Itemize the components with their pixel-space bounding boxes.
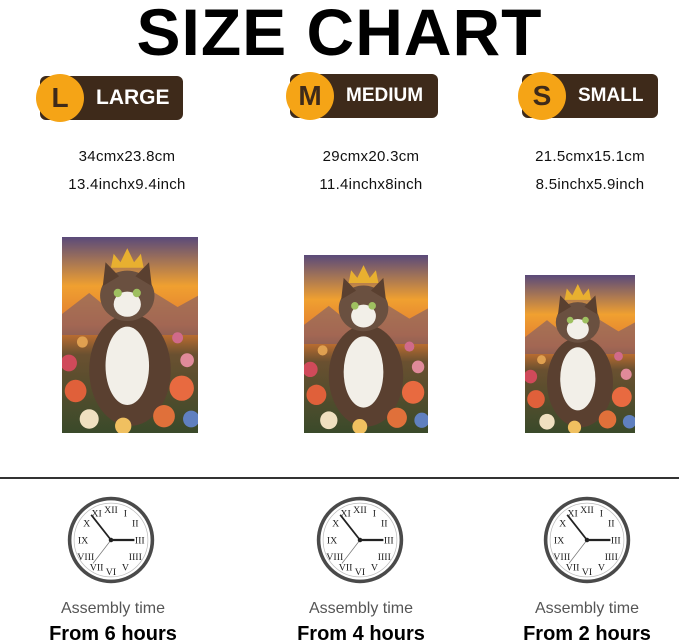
cat-painting-small	[525, 275, 635, 433]
size-name: SMALL	[578, 85, 644, 106]
size-name: MEDIUM	[346, 85, 424, 106]
assembly-time: From 6 hours	[49, 623, 177, 644]
size-letter: M	[286, 72, 334, 120]
page-title: SIZE CHART	[136, 0, 543, 69]
clock-icon	[315, 495, 405, 585]
size-badge-small: S SMALL	[518, 72, 658, 120]
clock-icon	[542, 495, 632, 585]
divider	[0, 477, 679, 479]
dimension-inch: 13.4inchx9.4inch	[68, 176, 186, 193]
assembly-label: Assembly time	[534, 600, 640, 617]
assembly-label: Assembly time	[308, 600, 414, 617]
dimension-cm: 21.5cmx15.1cm	[535, 148, 645, 165]
dimension-cm: 29cmx20.3cm	[322, 148, 420, 165]
dimension-inch: 8.5inchx5.9inch	[535, 176, 645, 193]
dimension-cm: 34cmx23.8cm	[78, 148, 176, 165]
cat-painting-medium	[304, 255, 428, 433]
size-name: LARGE	[96, 86, 170, 109]
size-badge-medium: M MEDIUM	[286, 72, 438, 120]
cat-painting-large	[62, 237, 198, 433]
clock-icon	[66, 495, 156, 585]
assembly-time: From 2 hours	[523, 623, 651, 644]
size-badge-large: L LARGE	[36, 74, 183, 122]
assembly-label: Assembly time	[60, 600, 166, 617]
assembly-time: From 4 hours	[297, 623, 425, 644]
size-letter: L	[36, 74, 84, 122]
dimension-inch: 11.4inchx8inch	[319, 176, 423, 193]
size-letter: S	[518, 72, 566, 120]
